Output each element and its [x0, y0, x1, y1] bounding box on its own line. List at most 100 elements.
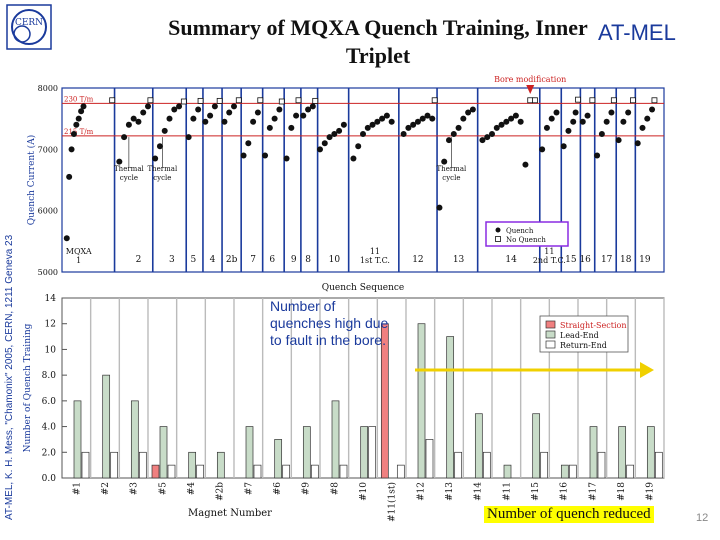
no-quench-point	[295, 97, 302, 104]
quench-point	[262, 152, 269, 159]
lead-end-bar	[245, 426, 254, 479]
quench-point	[288, 124, 295, 131]
quench-point	[207, 112, 214, 119]
quench-point	[565, 127, 572, 134]
no-quench-point	[197, 97, 204, 104]
y-tick-label: 6.0	[42, 397, 57, 407]
lead-end-bar	[331, 400, 340, 479]
y-tick-label: 8000	[38, 84, 58, 93]
cern-logo: CERN	[6, 4, 52, 50]
return-end-bar	[81, 451, 90, 479]
y-axis-label: Number of Quench Training	[23, 323, 33, 452]
y-tick-label: 14	[45, 294, 57, 304]
return-end-bar	[310, 464, 319, 479]
quench-point	[625, 109, 632, 116]
quench-point	[250, 118, 257, 125]
quench-point	[424, 112, 431, 119]
scatter-legend-box	[485, 221, 569, 247]
quench-point	[512, 112, 519, 119]
return-end-bar	[396, 464, 405, 479]
y-tick-label: 0.0	[42, 474, 57, 484]
x-tick-label: #2b	[216, 482, 226, 501]
return-end-bar	[167, 464, 176, 479]
quench-point	[414, 118, 421, 125]
legend-no-quench-marker	[495, 236, 501, 242]
quench-point	[145, 103, 151, 110]
group-label: 19	[639, 255, 651, 265]
y-axis-label: Quench Current (A)	[26, 135, 37, 225]
quench-point	[508, 115, 515, 122]
group-label: 16	[579, 255, 591, 265]
return-end-bar	[339, 464, 348, 479]
quench-point	[75, 115, 82, 122]
quench-point	[276, 106, 283, 113]
quench-point	[360, 131, 366, 137]
x-tick-label: #4	[187, 482, 197, 496]
quench-point	[121, 134, 128, 141]
y-tick-label: 2.0	[42, 448, 57, 458]
no-quench-point	[532, 97, 538, 104]
quench-point	[211, 103, 218, 110]
x-tick-label: #7	[244, 482, 254, 496]
group-label: 10	[329, 255, 341, 265]
lead-end-bar	[73, 400, 82, 479]
no-quench-point	[278, 98, 285, 105]
legend-no-quench-label: No Quench	[506, 236, 546, 244]
bore-mod-label: Bore modification	[494, 75, 566, 84]
lead-end-bar	[102, 374, 111, 479]
quench-point	[271, 115, 278, 122]
x-tick-label: #6	[273, 482, 283, 496]
x-tick-label: #8	[330, 482, 340, 496]
quench-point	[240, 152, 247, 159]
quench-point	[305, 106, 312, 113]
quench-point	[66, 173, 73, 180]
no-quench-point	[651, 97, 658, 104]
group-label: 4	[210, 255, 216, 265]
lead-end-bar	[560, 464, 569, 479]
y-tick-label: 5000	[38, 268, 58, 277]
lead-end-bar	[646, 426, 655, 479]
quench-point	[615, 137, 622, 144]
quench-point	[603, 118, 610, 125]
return-end-bar	[138, 451, 147, 479]
legend-label: Lead-End	[560, 331, 599, 340]
quench-point	[560, 143, 567, 150]
x-axis-label: Quench Sequence	[322, 283, 405, 293]
return-end-bar	[253, 464, 262, 479]
x-axis-label: Magnet Number	[188, 508, 272, 519]
quench-point	[548, 115, 555, 122]
no-quench-point	[180, 98, 187, 105]
y-tick-label: 4.0	[42, 423, 57, 433]
group-label: 15	[565, 255, 577, 265]
x-tick-label: #5	[158, 482, 168, 496]
org-label: AT-MEL	[598, 20, 676, 45]
x-tick-label: #3	[130, 482, 140, 496]
quench-point	[309, 103, 316, 110]
quench-point	[465, 109, 472, 116]
quench-point	[266, 124, 273, 131]
return-end-bar	[597, 451, 606, 479]
x-tick-label: #15	[531, 482, 541, 501]
quench-point	[498, 121, 505, 128]
lead-end-bar	[618, 426, 627, 479]
group-label: 13	[453, 255, 465, 265]
quench-point	[321, 140, 328, 147]
slide-title: Summary of MQXA Quench Training, Inner T…	[168, 15, 588, 68]
x-tick-label: #18	[617, 482, 627, 501]
group-label: 11	[370, 247, 380, 256]
quench-point	[135, 118, 142, 125]
quench-point	[503, 118, 510, 125]
lead-end-bar	[446, 336, 455, 479]
quench-point	[190, 115, 197, 122]
legend-swatch	[545, 330, 556, 339]
x-tick-label: #17	[588, 482, 598, 501]
quench-point	[130, 115, 137, 122]
x-tick-label: #11	[502, 482, 512, 501]
quench-point	[493, 124, 500, 131]
quench-point	[317, 146, 323, 153]
lead-end-bar	[474, 413, 483, 479]
lead-end-bar	[589, 426, 598, 479]
x-tick-label: #1	[72, 482, 82, 495]
lead-end-bar	[417, 323, 426, 479]
group-label: 5	[191, 255, 197, 265]
